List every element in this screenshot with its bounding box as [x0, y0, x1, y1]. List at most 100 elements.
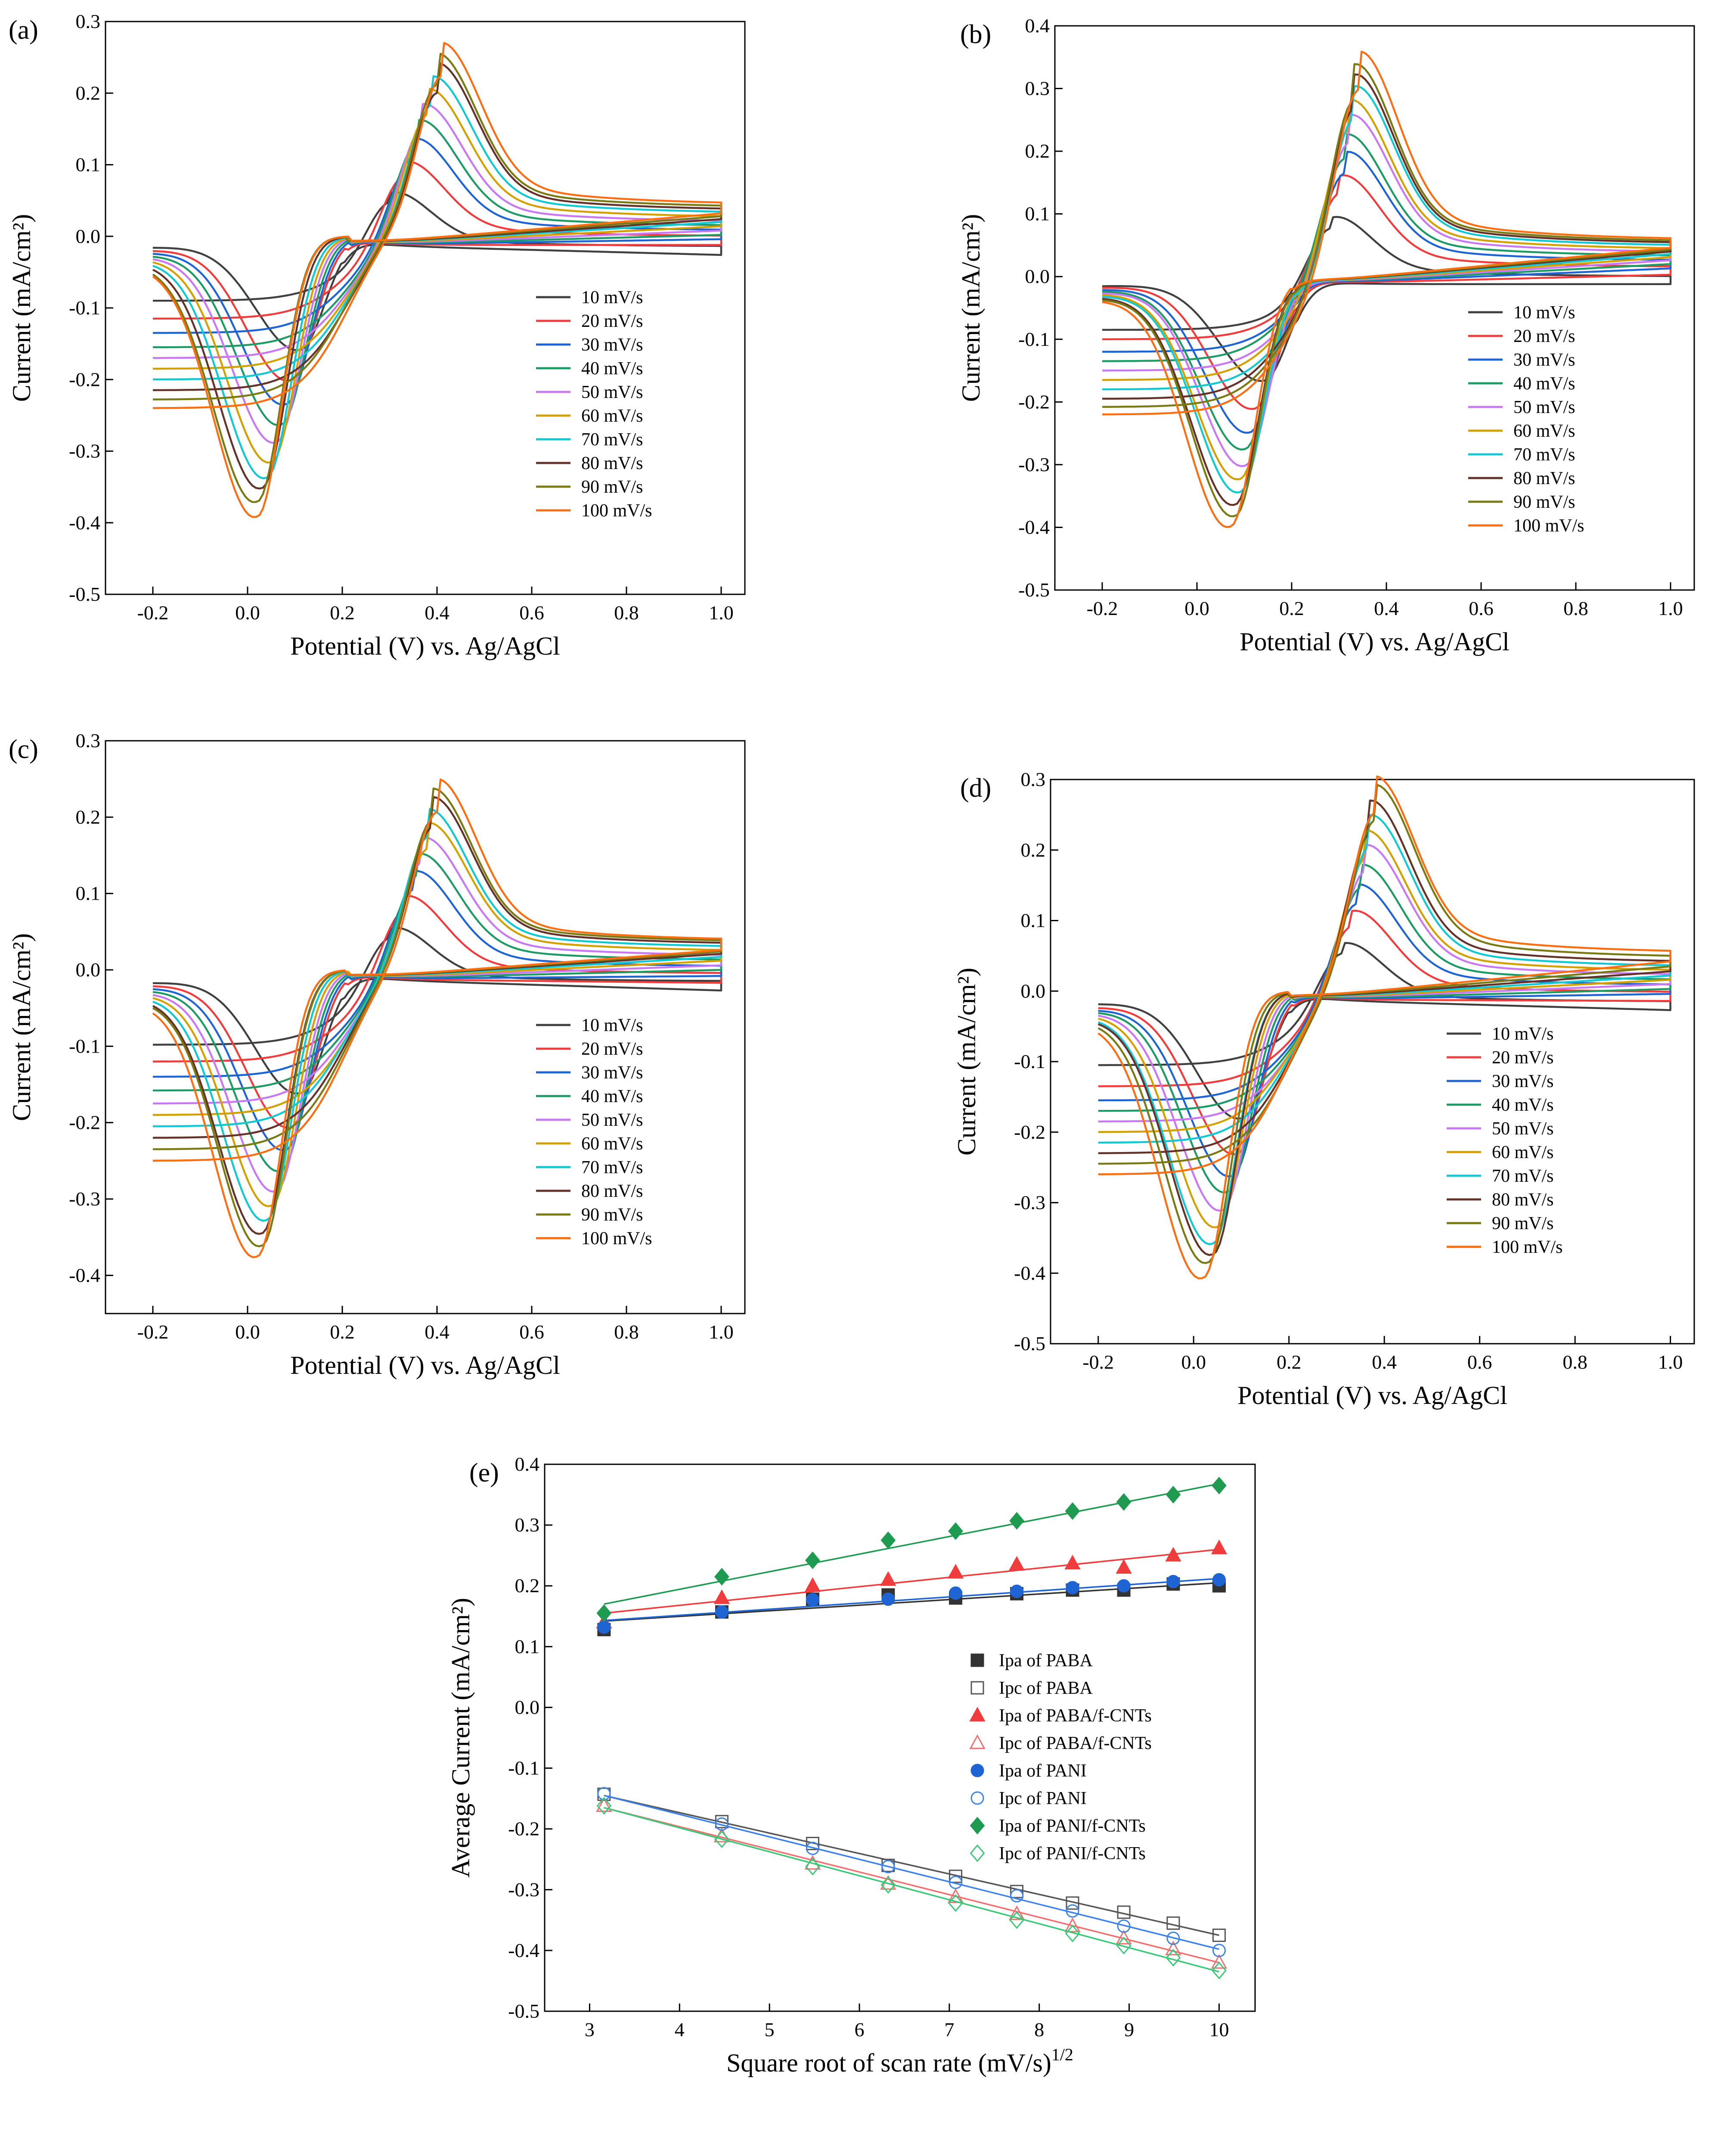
data-point — [949, 1876, 962, 1889]
fit-line — [604, 1548, 1219, 1614]
cv-curve — [152, 778, 722, 1258]
data-point — [948, 1894, 963, 1912]
data-point — [970, 1791, 984, 1805]
legend-entry: 80 mV/s — [581, 1181, 643, 1201]
cv-curve — [1098, 829, 1671, 1228]
cv-curve — [152, 895, 722, 1129]
data-point — [806, 1842, 819, 1855]
data-point — [1165, 1941, 1181, 1956]
data-point — [1116, 1937, 1132, 1955]
x-tick-label: 1.0 — [709, 1321, 734, 1343]
y-tick-label: -0.3 — [69, 440, 100, 462]
cv-curve — [1098, 883, 1671, 1177]
x-tick-label: 4 — [675, 2019, 685, 2041]
y-tick-label: 0.3 — [76, 730, 101, 752]
x-axis-label-text: Potential (V) vs. Ag/AgCl — [1237, 1381, 1507, 1410]
data-point — [969, 1707, 986, 1722]
x-tick-label: 0.8 — [614, 1321, 639, 1343]
cv-curve — [1102, 99, 1672, 481]
legend-entry: 40 mV/s — [1492, 1095, 1554, 1115]
y-tick-label: -0.1 — [69, 1035, 100, 1057]
x-tick-label: -0.2 — [1087, 597, 1118, 619]
cv-curve — [1102, 63, 1672, 518]
cv-curve — [152, 119, 722, 426]
y-tick-label: 0.1 — [1021, 910, 1046, 932]
x-axis-label: Potential (V) vs. Ag/AgCl — [290, 632, 560, 660]
fit-line — [604, 1795, 1219, 1950]
data-point — [805, 1551, 820, 1569]
data-point — [1066, 1904, 1079, 1918]
legend-entry: 80 mV/s — [1492, 1190, 1554, 1210]
data-point — [881, 1860, 895, 1873]
y-tick-label: 0.1 — [515, 1635, 540, 1657]
y-tick-label: -0.2 — [1018, 391, 1050, 413]
scatter-panel-e: 3 4 5 6 7 8 9 10 -0.5 -0.4 -0.3 -0.2 -0.1 0.0 0.1 0.2 0.… — [446, 1453, 1256, 2077]
x-tick-label: -0.2 — [137, 1321, 169, 1343]
data-point — [1116, 1929, 1132, 1944]
legend-entry: 60 mV/s — [1492, 1143, 1554, 1162]
data-point — [1166, 1949, 1181, 1967]
data-point — [1117, 1919, 1131, 1933]
x-axis-label-text: Square root of scan rate (mV/s) — [726, 2049, 1051, 2077]
x-axis-label: Potential (V) vs. Ag/AgCl — [1237, 1381, 1507, 1410]
legend-entry: 70 mV/s — [581, 1158, 643, 1177]
cv-curve — [152, 870, 722, 1151]
legend-entry: 50 mV/s — [581, 1110, 643, 1130]
y-axis-label: Current (mA/cm²) — [7, 214, 36, 402]
y-tick-label: -0.1 — [1014, 1050, 1045, 1072]
legend-entry: 90 mV/s — [581, 1205, 643, 1225]
fit-line — [604, 1807, 1219, 1972]
y-axis-label: Current (mA/cm²) — [952, 968, 981, 1155]
data-point — [1212, 1476, 1227, 1494]
cv-curve — [153, 191, 722, 351]
x-axis-label-text: Potential (V) vs. Ag/AgCl — [290, 632, 560, 660]
x-tick-label: 0.8 — [1563, 597, 1588, 619]
y-tick-label: -0.5 — [1014, 1333, 1045, 1354]
y-tick-label: -0.5 — [69, 583, 100, 605]
legend-entry: 50 mV/s — [1513, 398, 1575, 417]
data-point — [1008, 1556, 1025, 1571]
legend-entry: 10 mV/s — [1492, 1024, 1554, 1044]
legend-entry: Ipc of PABA/f-CNTs — [999, 1733, 1152, 1753]
x-tick-label: 0.6 — [519, 1321, 544, 1343]
y-tick-label: -0.1 — [69, 297, 100, 319]
y-tick-label: 0.0 — [515, 1696, 540, 1718]
data-point — [970, 1817, 985, 1835]
y-tick-label: -0.4 — [1018, 516, 1050, 538]
cv-curve — [1102, 133, 1672, 450]
x-tick-label: 0.2 — [330, 1321, 355, 1343]
data-point — [806, 1837, 819, 1851]
data-point — [1064, 1555, 1081, 1570]
legend-entry: 80 mV/s — [581, 453, 643, 473]
data-point — [1010, 1584, 1024, 1598]
x-tick-label: 0.6 — [519, 602, 544, 624]
data-point — [1212, 1929, 1226, 1942]
data-point — [970, 1844, 985, 1862]
cv-panel-c: -0.2 0.0 0.2 0.4 0.6 0.8 1.0 -0.4 -0.3 -0.2 -0.1 0.… — [7, 730, 746, 1379]
data-point — [1009, 1911, 1024, 1929]
x-tick-label: 6 — [855, 2019, 865, 2041]
data-point — [948, 1522, 963, 1540]
x-tick-label: 1.0 — [709, 602, 734, 624]
legend-entry: 20 mV/s — [1492, 1048, 1554, 1068]
legend-entry: Ipc of PABA — [999, 1678, 1093, 1698]
data-point — [714, 1568, 729, 1586]
plot-frame — [544, 1463, 1256, 2012]
x-tick-label: 0.6 — [1467, 1351, 1492, 1373]
legend-entry: 100 mV/s — [1513, 516, 1584, 536]
legend-entry: Ipa of PANI/f-CNTs — [999, 1816, 1146, 1836]
legend-entry: 90 mV/s — [581, 477, 643, 497]
data-point — [715, 1817, 728, 1831]
data-point — [1116, 1559, 1132, 1574]
data-point — [714, 1830, 729, 1848]
x-tick-label: 5 — [765, 2019, 775, 2041]
data-point — [713, 1589, 730, 1604]
legend-entry: 60 mV/s — [581, 406, 643, 426]
plot-frame — [105, 740, 746, 1314]
legend-entry: 60 mV/s — [1513, 421, 1575, 441]
cv-curve — [1098, 863, 1671, 1194]
x-tick-label: 0.4 — [1374, 597, 1399, 619]
y-tick-label: -0.1 — [508, 1757, 539, 1779]
data-point — [1165, 1547, 1181, 1562]
y-axis-label: Current (mA/cm²) — [957, 214, 985, 402]
